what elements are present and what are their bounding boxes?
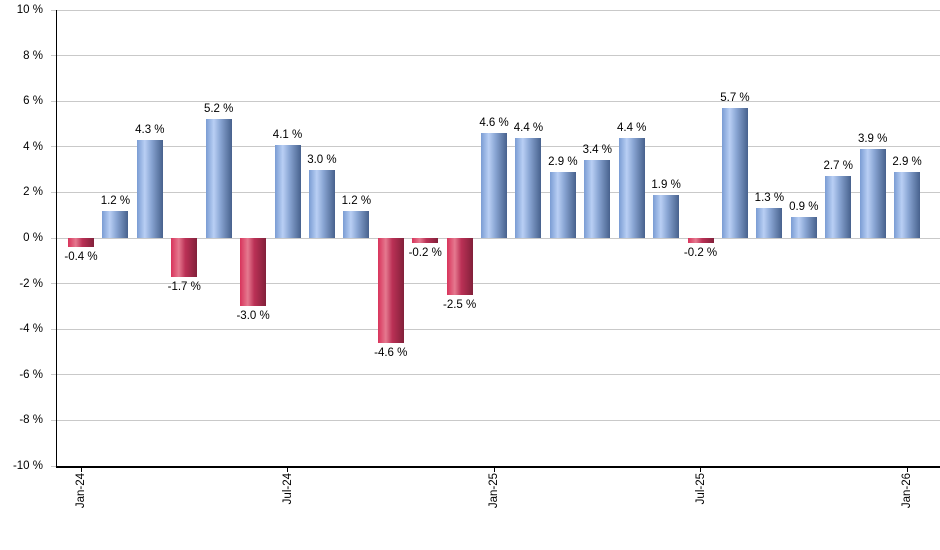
- bar-value-label: -0.2 %: [408, 246, 442, 259]
- bar-value-label: 2.9 %: [892, 155, 922, 168]
- bar-value-label: 1.9 %: [651, 178, 681, 191]
- bar: [343, 210, 370, 238]
- y-tick-label: -2 %: [19, 277, 43, 290]
- y-tick-label: -6 %: [19, 368, 43, 381]
- bar-value-label: 0.9 %: [789, 201, 819, 214]
- bar: [756, 208, 783, 238]
- gridline: [57, 283, 940, 285]
- bar-value-label: -1.7 %: [167, 280, 201, 293]
- bar-value-label: -3.0 %: [236, 310, 270, 323]
- x-tick: [906, 467, 908, 472]
- y-tick-label: 10 %: [16, 4, 43, 16]
- bar-value-label: -0.4 %: [64, 251, 98, 264]
- y-tick: [51, 465, 57, 467]
- x-tick-label: Jul-25: [694, 473, 707, 505]
- bar: [515, 137, 542, 238]
- bar: [790, 217, 817, 238]
- bar-value-label: 4.6 %: [479, 117, 509, 130]
- y-tick: [51, 374, 57, 376]
- bar: [859, 149, 886, 238]
- x-tick-label: Jan-25: [488, 473, 501, 509]
- bar: [825, 176, 852, 238]
- bar: [136, 139, 163, 238]
- bar: [171, 238, 198, 277]
- bar-value-label: 5.7 %: [720, 92, 750, 105]
- bar-value-label: -0.2 %: [683, 246, 718, 259]
- y-tick: [51, 419, 57, 421]
- bar-value-label: 1.3 %: [754, 192, 785, 205]
- y-tick-label: -10 %: [12, 460, 43, 472]
- y-tick-label: 6 %: [23, 95, 43, 108]
- bar: [446, 238, 473, 295]
- bar-value-label: 1.2 %: [341, 194, 372, 207]
- bar-value-label: 4.3 %: [135, 123, 165, 136]
- x-tick-label: Jan-26: [901, 473, 914, 509]
- bar: [894, 171, 921, 238]
- gridline: [57, 419, 940, 421]
- gridline: [57, 100, 940, 102]
- bar-value-label: 2.9 %: [548, 155, 578, 168]
- y-tick: [51, 328, 57, 330]
- gridline: [57, 55, 940, 57]
- gridline: [57, 237, 940, 239]
- x-tick-label: Jan-24: [75, 473, 87, 509]
- x-tick: [287, 467, 289, 472]
- bar-value-label: 3.0 %: [307, 153, 337, 166]
- y-tick-label: 2 %: [23, 186, 43, 199]
- y-tick: [51, 146, 57, 148]
- bar-value-label: 3.4 %: [582, 144, 612, 157]
- y-tick: [51, 191, 57, 193]
- bar: [653, 194, 680, 238]
- x-tick: [700, 467, 702, 472]
- bar: [549, 171, 576, 238]
- gridline: [57, 328, 940, 330]
- bar: [240, 238, 267, 307]
- bar: [481, 133, 508, 238]
- x-tick-label: Jul-24: [281, 473, 294, 505]
- bar-value-label: 5.2 %: [203, 103, 234, 116]
- bar: [308, 169, 335, 238]
- bar: [377, 238, 404, 343]
- bar-value-label: 4.4 %: [617, 121, 647, 134]
- bar: [721, 108, 748, 238]
- gridline: [57, 374, 940, 376]
- bar: [412, 238, 439, 243]
- bar: [205, 119, 232, 238]
- bar-value-label: 2.7 %: [823, 160, 853, 173]
- bar-value-label: 1.2 %: [100, 194, 131, 207]
- bar: [274, 144, 301, 238]
- y-tick-label: 0 %: [23, 232, 43, 244]
- bar: [687, 238, 714, 243]
- y-axis-line: [55, 10, 57, 468]
- bar-value-label: 4.1 %: [272, 128, 303, 141]
- y-tick-label: -4 %: [19, 323, 43, 336]
- y-tick: [51, 237, 57, 239]
- bar: [68, 238, 94, 248]
- bar-value-label: 4.4 %: [513, 121, 544, 134]
- bar: [102, 210, 129, 238]
- y-tick-label: 8 %: [23, 49, 43, 62]
- gridline: [57, 9, 940, 11]
- y-tick: [51, 9, 57, 11]
- x-axis-line: [55, 466, 940, 468]
- y-tick: [51, 283, 57, 285]
- y-tick: [51, 55, 57, 57]
- y-tick-label: -8 %: [19, 414, 43, 427]
- x-tick: [493, 467, 495, 472]
- bar: [584, 160, 611, 238]
- bar-value-label: -4.6 %: [374, 346, 408, 359]
- x-tick: [80, 467, 82, 472]
- y-tick-label: 4 %: [23, 140, 43, 153]
- bar: [618, 137, 645, 238]
- bar-value-label: -2.5 %: [442, 299, 477, 311]
- y-tick: [51, 100, 57, 102]
- bar-value-label: 3.9 %: [857, 133, 888, 146]
